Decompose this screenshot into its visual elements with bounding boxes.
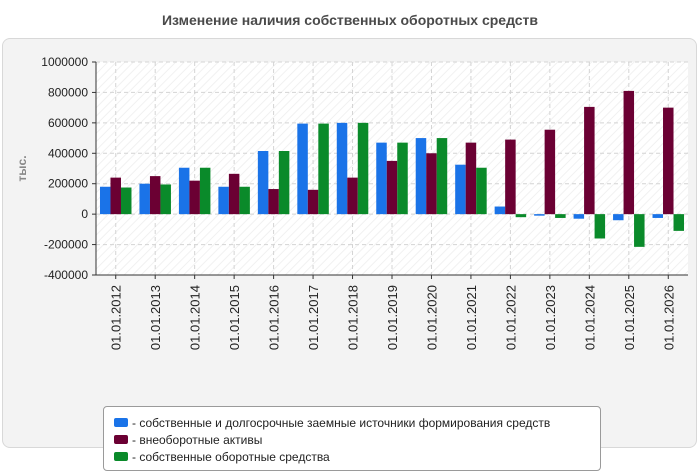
bar-2-01.01.2022 (505, 139, 516, 215)
bar-3-01.01.2015 (239, 186, 250, 215)
bar-3-01.01.2013 (160, 184, 171, 215)
bar-1-01.01.2022 (494, 206, 506, 215)
bar-2-01.01.2024 (584, 106, 595, 215)
bar-3-01.01.2024 (594, 214, 606, 239)
bar-1-01.01.2018 (336, 122, 348, 215)
x-tick-label: 01.01.2015 (227, 285, 242, 350)
bar-1-01.01.2017 (297, 123, 308, 215)
bar-1-01.01.2015 (218, 186, 229, 215)
bar-1-01.01.2026 (652, 214, 664, 218)
legend-label: - собственные оборотные средства (132, 449, 330, 464)
bar-1-01.01.2016 (257, 151, 269, 215)
legend-item: - собственные и долгосрочные заемные ист… (114, 414, 600, 431)
bar-2-01.01.2025 (623, 90, 635, 215)
x-tick-label: 01.01.2018 (346, 285, 361, 350)
bar-1-01.01.2024 (573, 214, 585, 219)
bar-2-01.01.2015 (228, 173, 240, 215)
bar-3-01.01.2014 (199, 167, 211, 215)
bar-2-01.01.2017 (307, 189, 319, 215)
y-tick-label: 1000000 (41, 55, 88, 69)
bar-1-01.01.2021 (455, 164, 466, 215)
chart-title: Изменение наличия собственных оборотных … (161, 12, 539, 28)
bar-2-01.01.2023 (544, 129, 556, 215)
x-tick-label: 01.01.2012 (109, 285, 124, 350)
chart-panel: 1000000 800000 600000 400000 200000 0 -200000 -… (2, 38, 697, 471)
bar-3-01.01.2016 (278, 151, 290, 215)
x-tick-label: 01.01.2026 (661, 285, 676, 350)
legend-swatch (114, 418, 128, 427)
bar-2-01.01.2013 (149, 176, 161, 215)
bar-2-01.01.2012 (110, 177, 121, 215)
bar-1-01.01.2013 (139, 183, 150, 215)
legend: - собственные и долгосрочные заемные ист… (103, 406, 601, 471)
y-tick-label: 800000 (48, 85, 88, 99)
x-tick-label: 01.01.2025 (622, 285, 637, 350)
bar-3-01.01.2022 (515, 214, 527, 218)
legend-swatch (114, 435, 128, 444)
legend-item: - внеоборотные активы (114, 431, 600, 448)
legend-swatch (114, 452, 128, 461)
x-tick-label: 01.01.2020 (424, 285, 439, 350)
bar-3-01.01.2017 (318, 123, 329, 215)
y-tick-label: -200000 (44, 238, 88, 252)
x-tick-label: 01.01.2013 (148, 285, 163, 350)
y-tick-label: 0 (81, 207, 88, 221)
bar-1-01.01.2014 (178, 167, 190, 215)
bar-3-01.01.2025 (634, 214, 645, 247)
y-tick-label: 600000 (48, 116, 88, 130)
y-tick-label: 200000 (48, 177, 88, 191)
bar-1-01.01.2020 (415, 138, 427, 215)
y-axis-label: тыс. (15, 155, 29, 181)
bar-2-01.01.2018 (347, 177, 358, 215)
bar-2-01.01.2019 (386, 160, 398, 215)
bar-2-01.01.2020 (426, 153, 437, 215)
legend-label: - внеоборотные активы (132, 432, 263, 447)
bar-1-01.01.2012 (99, 186, 111, 215)
legend-label: - собственные и долгосрочные заемные ист… (132, 415, 551, 430)
bar-1-01.01.2025 (613, 214, 624, 221)
bar-2-01.01.2016 (268, 189, 279, 215)
bar-3-01.01.2026 (673, 214, 685, 231)
y-tick-label: -400000 (44, 268, 88, 282)
bar-2-01.01.2021 (465, 142, 477, 215)
x-tick-label: 01.01.2023 (543, 285, 558, 350)
bar-2-01.01.2026 (663, 107, 674, 215)
x-tick-label: 01.01.2022 (503, 285, 518, 350)
bar-1-01.01.2023 (534, 214, 545, 216)
y-tick-label: 400000 (48, 146, 88, 160)
x-tick-label: 01.01.2017 (306, 285, 321, 350)
x-tick-label: 01.01.2019 (385, 285, 400, 350)
bar-3-01.01.2020 (436, 138, 448, 215)
bar-3-01.01.2018 (357, 122, 369, 215)
bar-3-01.01.2019 (397, 142, 408, 215)
bar-1-01.01.2019 (376, 142, 387, 215)
x-tick-label: 01.01.2024 (582, 285, 597, 350)
bar-3-01.01.2012 (120, 187, 132, 215)
x-tick-label: 01.01.2016 (267, 285, 282, 350)
legend-item: - собственные оборотные средства (114, 448, 600, 465)
chart-plot: 1000000 800000 600000 400000 200000 0 -200000 -… (15, 55, 688, 350)
bar-2-01.01.2014 (189, 180, 200, 215)
bar-3-01.01.2021 (476, 167, 487, 215)
bar-3-01.01.2023 (555, 214, 566, 218)
x-tick-label: 01.01.2021 (464, 285, 479, 350)
x-tick-label: 01.01.2014 (188, 285, 203, 350)
